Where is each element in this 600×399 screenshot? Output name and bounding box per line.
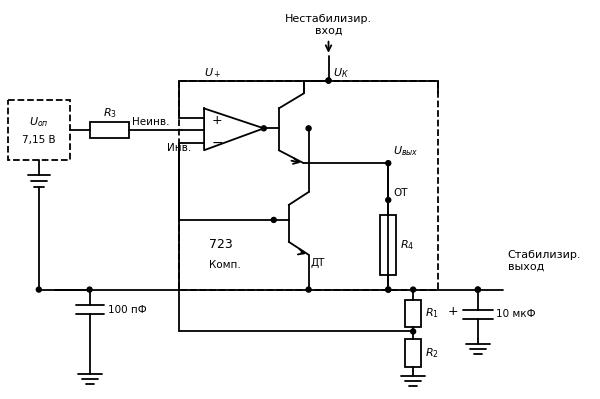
Bar (8, 101, 70, 160)
Circle shape (271, 217, 276, 222)
Polygon shape (204, 109, 264, 150)
Circle shape (475, 287, 481, 292)
Text: +: + (448, 305, 458, 318)
Text: $R_4$: $R_4$ (400, 238, 415, 252)
Circle shape (475, 287, 481, 292)
Text: 100 пФ: 100 пФ (107, 304, 146, 314)
Text: Стабилизир.: Стабилизир. (508, 250, 581, 260)
Bar (405, 300, 421, 328)
Text: −: − (211, 136, 223, 150)
Circle shape (410, 329, 416, 334)
Text: $U_+$: $U_+$ (204, 67, 221, 81)
Circle shape (386, 198, 391, 202)
Text: Комп.: Комп. (209, 260, 241, 270)
Text: $R_3$: $R_3$ (103, 107, 116, 120)
Text: 723: 723 (209, 238, 233, 251)
Text: $R_2$: $R_2$ (425, 346, 439, 360)
Circle shape (306, 287, 311, 292)
Circle shape (386, 161, 391, 166)
Text: $R_1$: $R_1$ (425, 306, 439, 320)
Text: выход: выход (508, 262, 544, 272)
Bar (405, 340, 421, 367)
Circle shape (326, 78, 331, 83)
Text: ОТ: ОТ (393, 188, 408, 198)
Text: $U_{вых}$: $U_{вых}$ (393, 144, 419, 158)
Bar (89, 122, 130, 138)
Text: ДТ: ДТ (311, 258, 325, 268)
Circle shape (306, 126, 311, 131)
Text: Нестабилизир.: Нестабилизир. (285, 14, 372, 24)
Circle shape (386, 287, 391, 292)
Text: вход: вход (315, 26, 343, 36)
Circle shape (410, 287, 416, 292)
Text: $U_{оп}$: $U_{оп}$ (29, 115, 49, 129)
Text: Неинв.: Неинв. (132, 117, 169, 127)
Circle shape (262, 126, 266, 131)
Text: 10 мкФ: 10 мкФ (496, 310, 535, 320)
Text: $U_К$: $U_К$ (334, 67, 349, 81)
Bar (380, 215, 396, 275)
Text: Инв.: Инв. (167, 143, 191, 153)
Circle shape (326, 78, 331, 83)
Circle shape (37, 287, 41, 292)
Text: +: + (212, 114, 223, 127)
Text: 7,15 В: 7,15 В (22, 135, 56, 145)
Circle shape (386, 287, 391, 292)
Circle shape (87, 287, 92, 292)
